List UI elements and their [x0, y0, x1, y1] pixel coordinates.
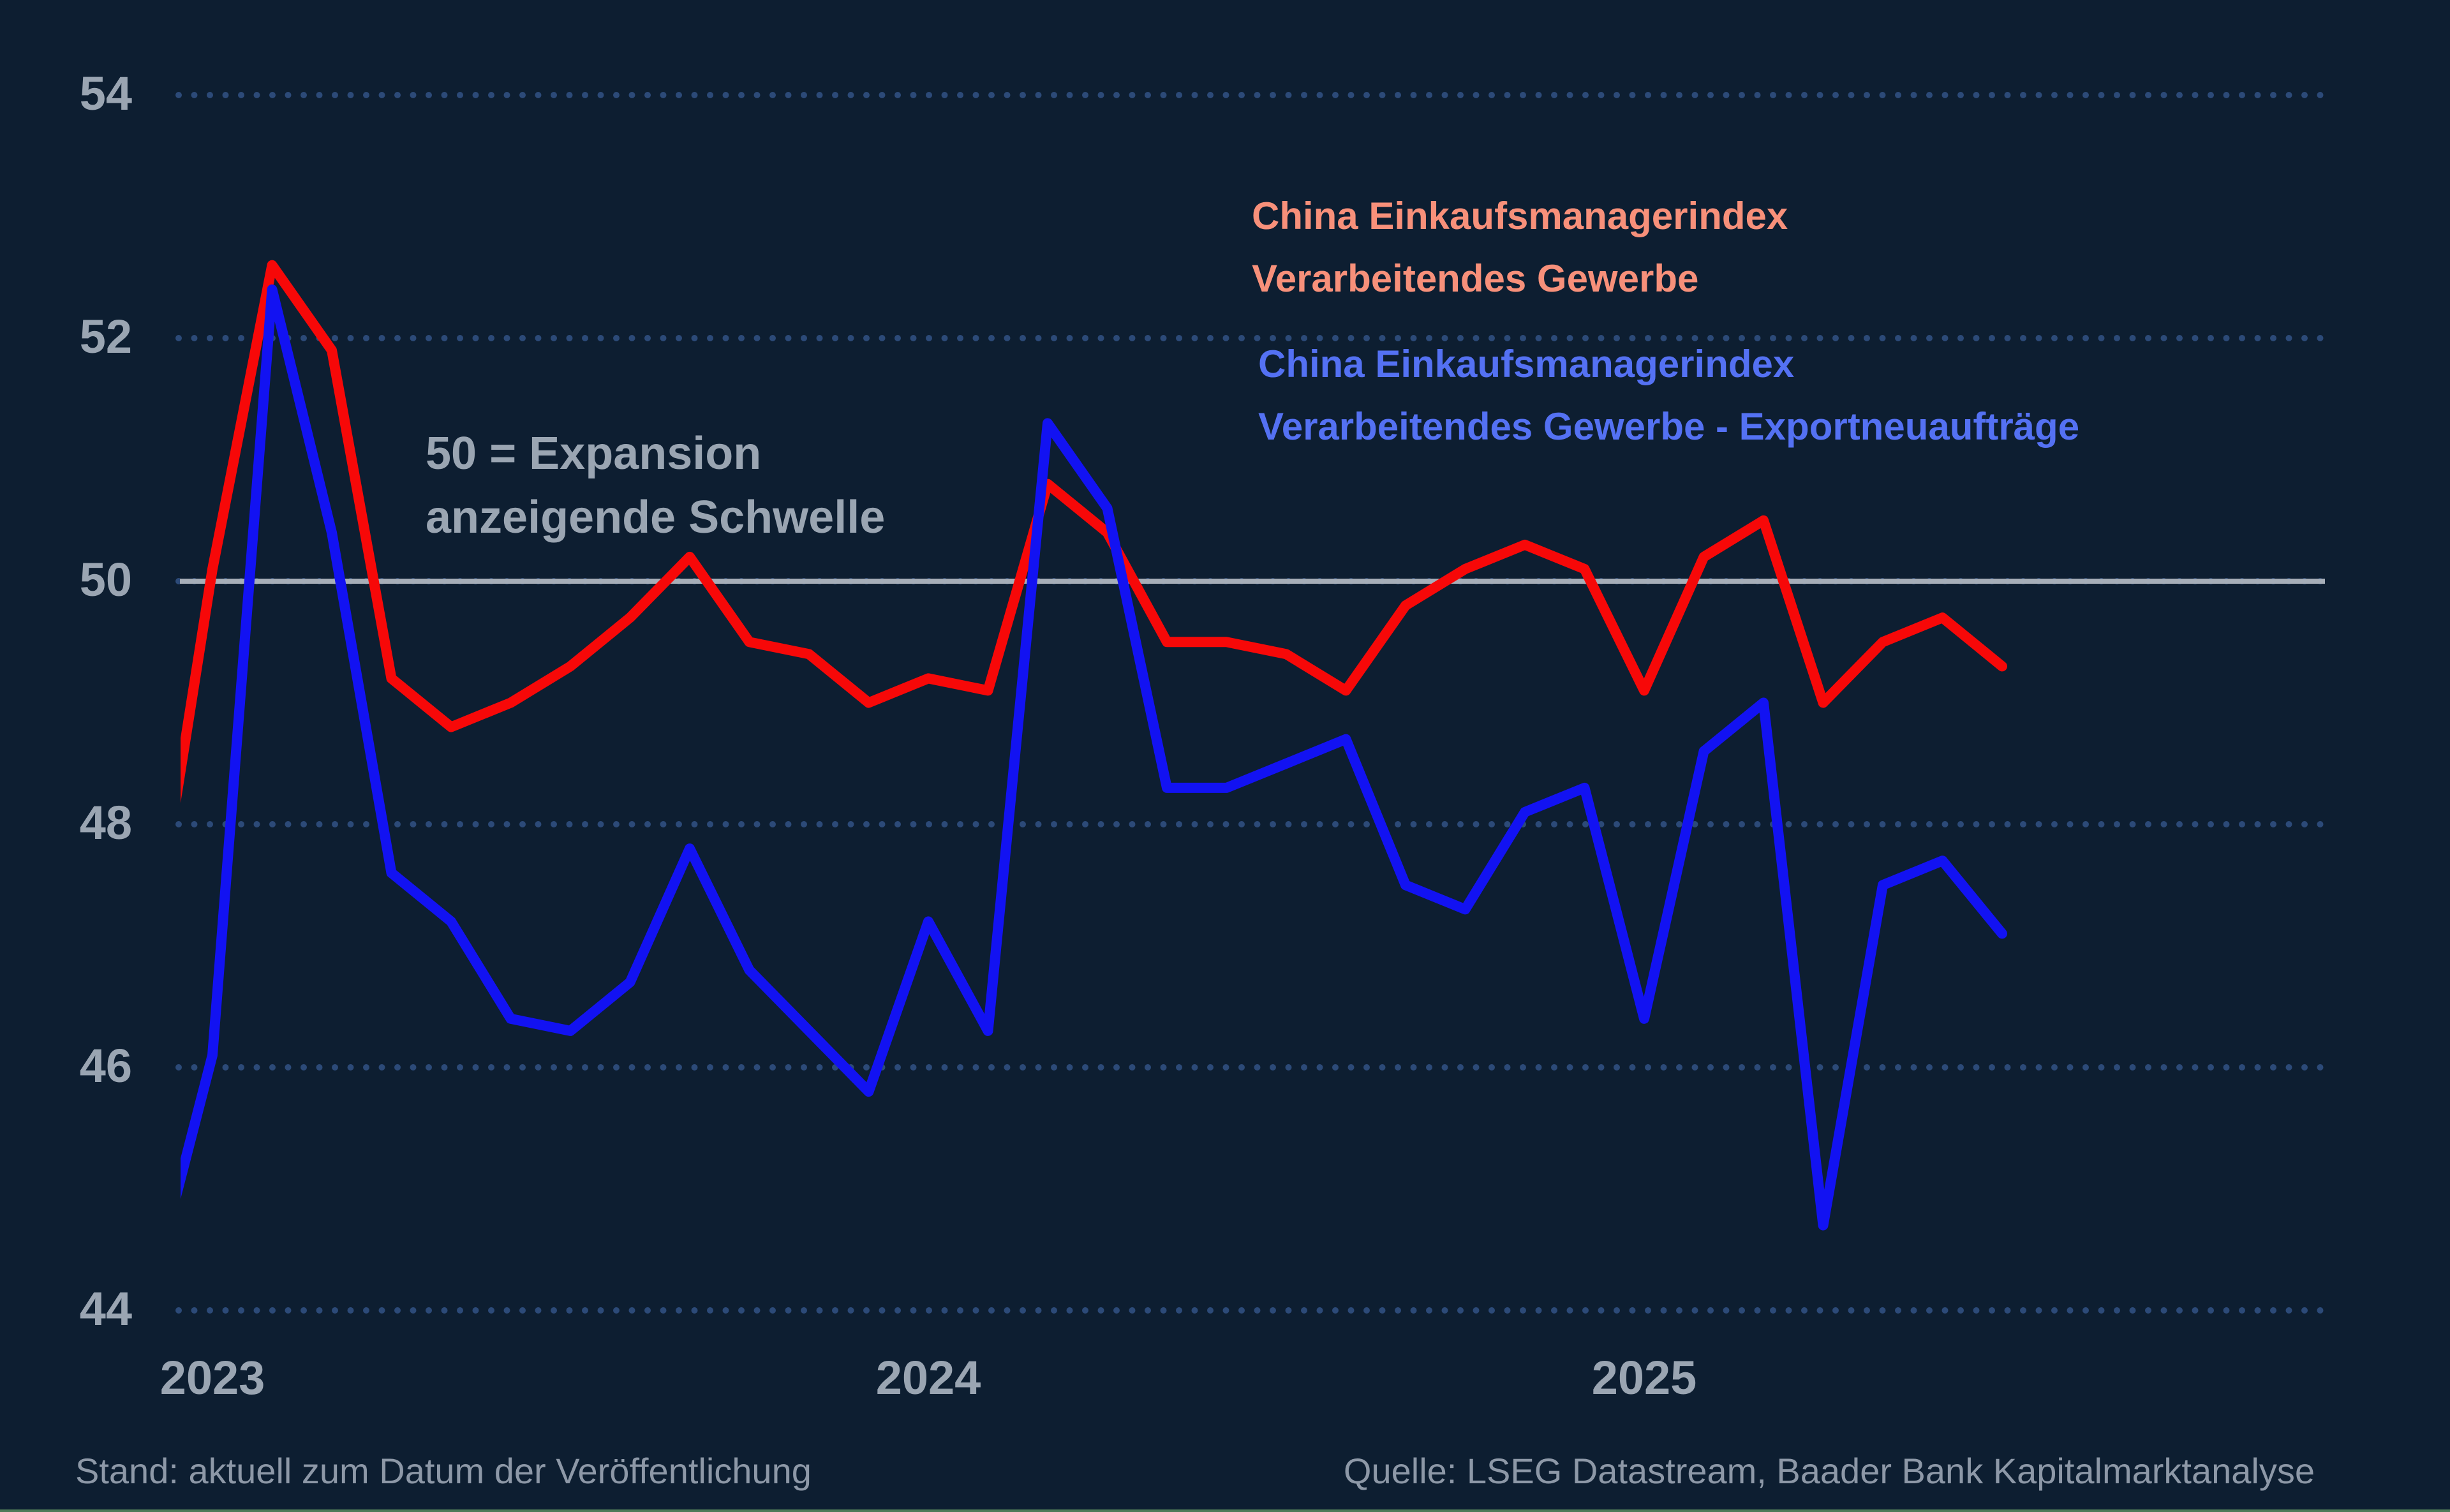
- series-line-pmi: [181, 260, 2007, 803]
- threshold-annotation-line1: 50 = Expansion: [426, 428, 762, 479]
- legend-series-export: China Einkaufsmanagerindex Verarbeitende…: [1258, 333, 2079, 458]
- y-tick-label-54: 54: [79, 67, 132, 120]
- x-year-label-2024: 2024: [875, 1351, 981, 1404]
- legend-series-pmi: China Einkaufsmanagerindex Verarbeitende…: [1252, 185, 1788, 310]
- footer-source: Quelle: LSEG Datastream, Baader Bank Kap…: [1343, 1451, 2315, 1491]
- y-tick-label-50: 50: [79, 553, 132, 606]
- series-line-export-orders: [181, 284, 2007, 1231]
- x-year-label-2023: 2023: [160, 1351, 265, 1404]
- y-tick-label-52: 52: [79, 310, 132, 363]
- threshold-annotation-line2: anzeigende Schwelle: [426, 492, 886, 543]
- y-tick-label-48: 48: [79, 796, 132, 849]
- y-tick-label-44: 44: [79, 1282, 132, 1335]
- x-year-label-2025: 2025: [1591, 1351, 1697, 1404]
- legend-pmi-line2: Verarbeitendes Gewerbe: [1252, 257, 1699, 300]
- y-tick-label-46: 46: [79, 1039, 132, 1092]
- legend-pmi-line1: China Einkaufsmanagerindex: [1252, 195, 1788, 237]
- threshold-annotation: 50 = Expansion anzeigende Schwelle: [426, 422, 885, 549]
- legend-export-line2: Verarbeitendes Gewerbe - Exportneuaufträ…: [1258, 405, 2080, 448]
- legend-export-line1: China Einkaufsmanagerindex: [1258, 343, 1795, 385]
- bottom-accent-bar: [0, 1509, 2450, 1512]
- footer-status: Stand: aktuell zum Datum der Veröffentli…: [75, 1451, 812, 1491]
